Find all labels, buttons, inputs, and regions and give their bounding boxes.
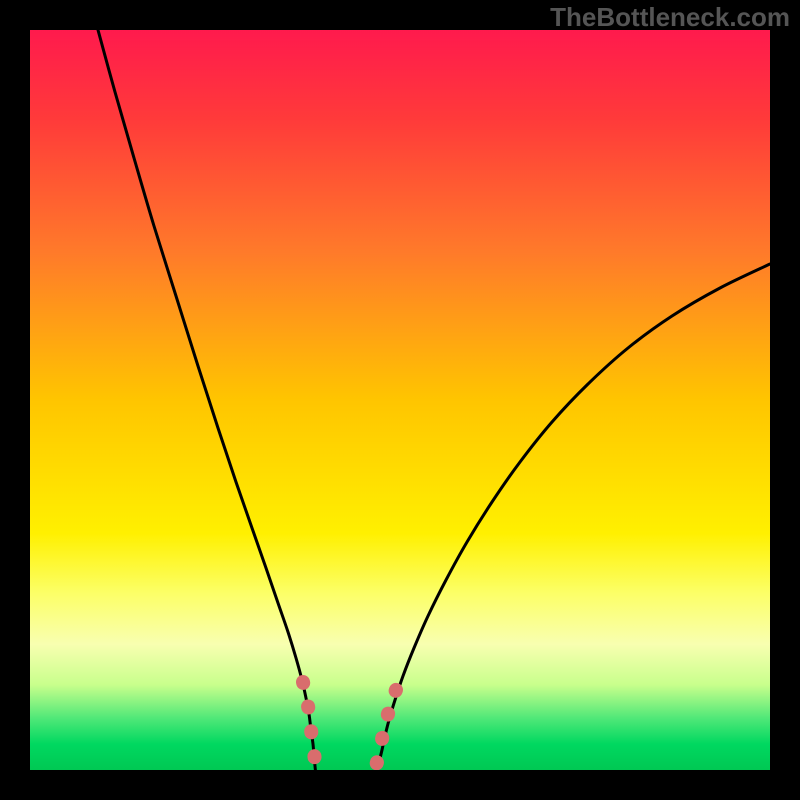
bottleneck-chart — [30, 30, 770, 770]
watermark-text: TheBottleneck.com — [550, 2, 790, 33]
gradient-background — [30, 30, 770, 770]
chart-frame — [30, 30, 770, 770]
